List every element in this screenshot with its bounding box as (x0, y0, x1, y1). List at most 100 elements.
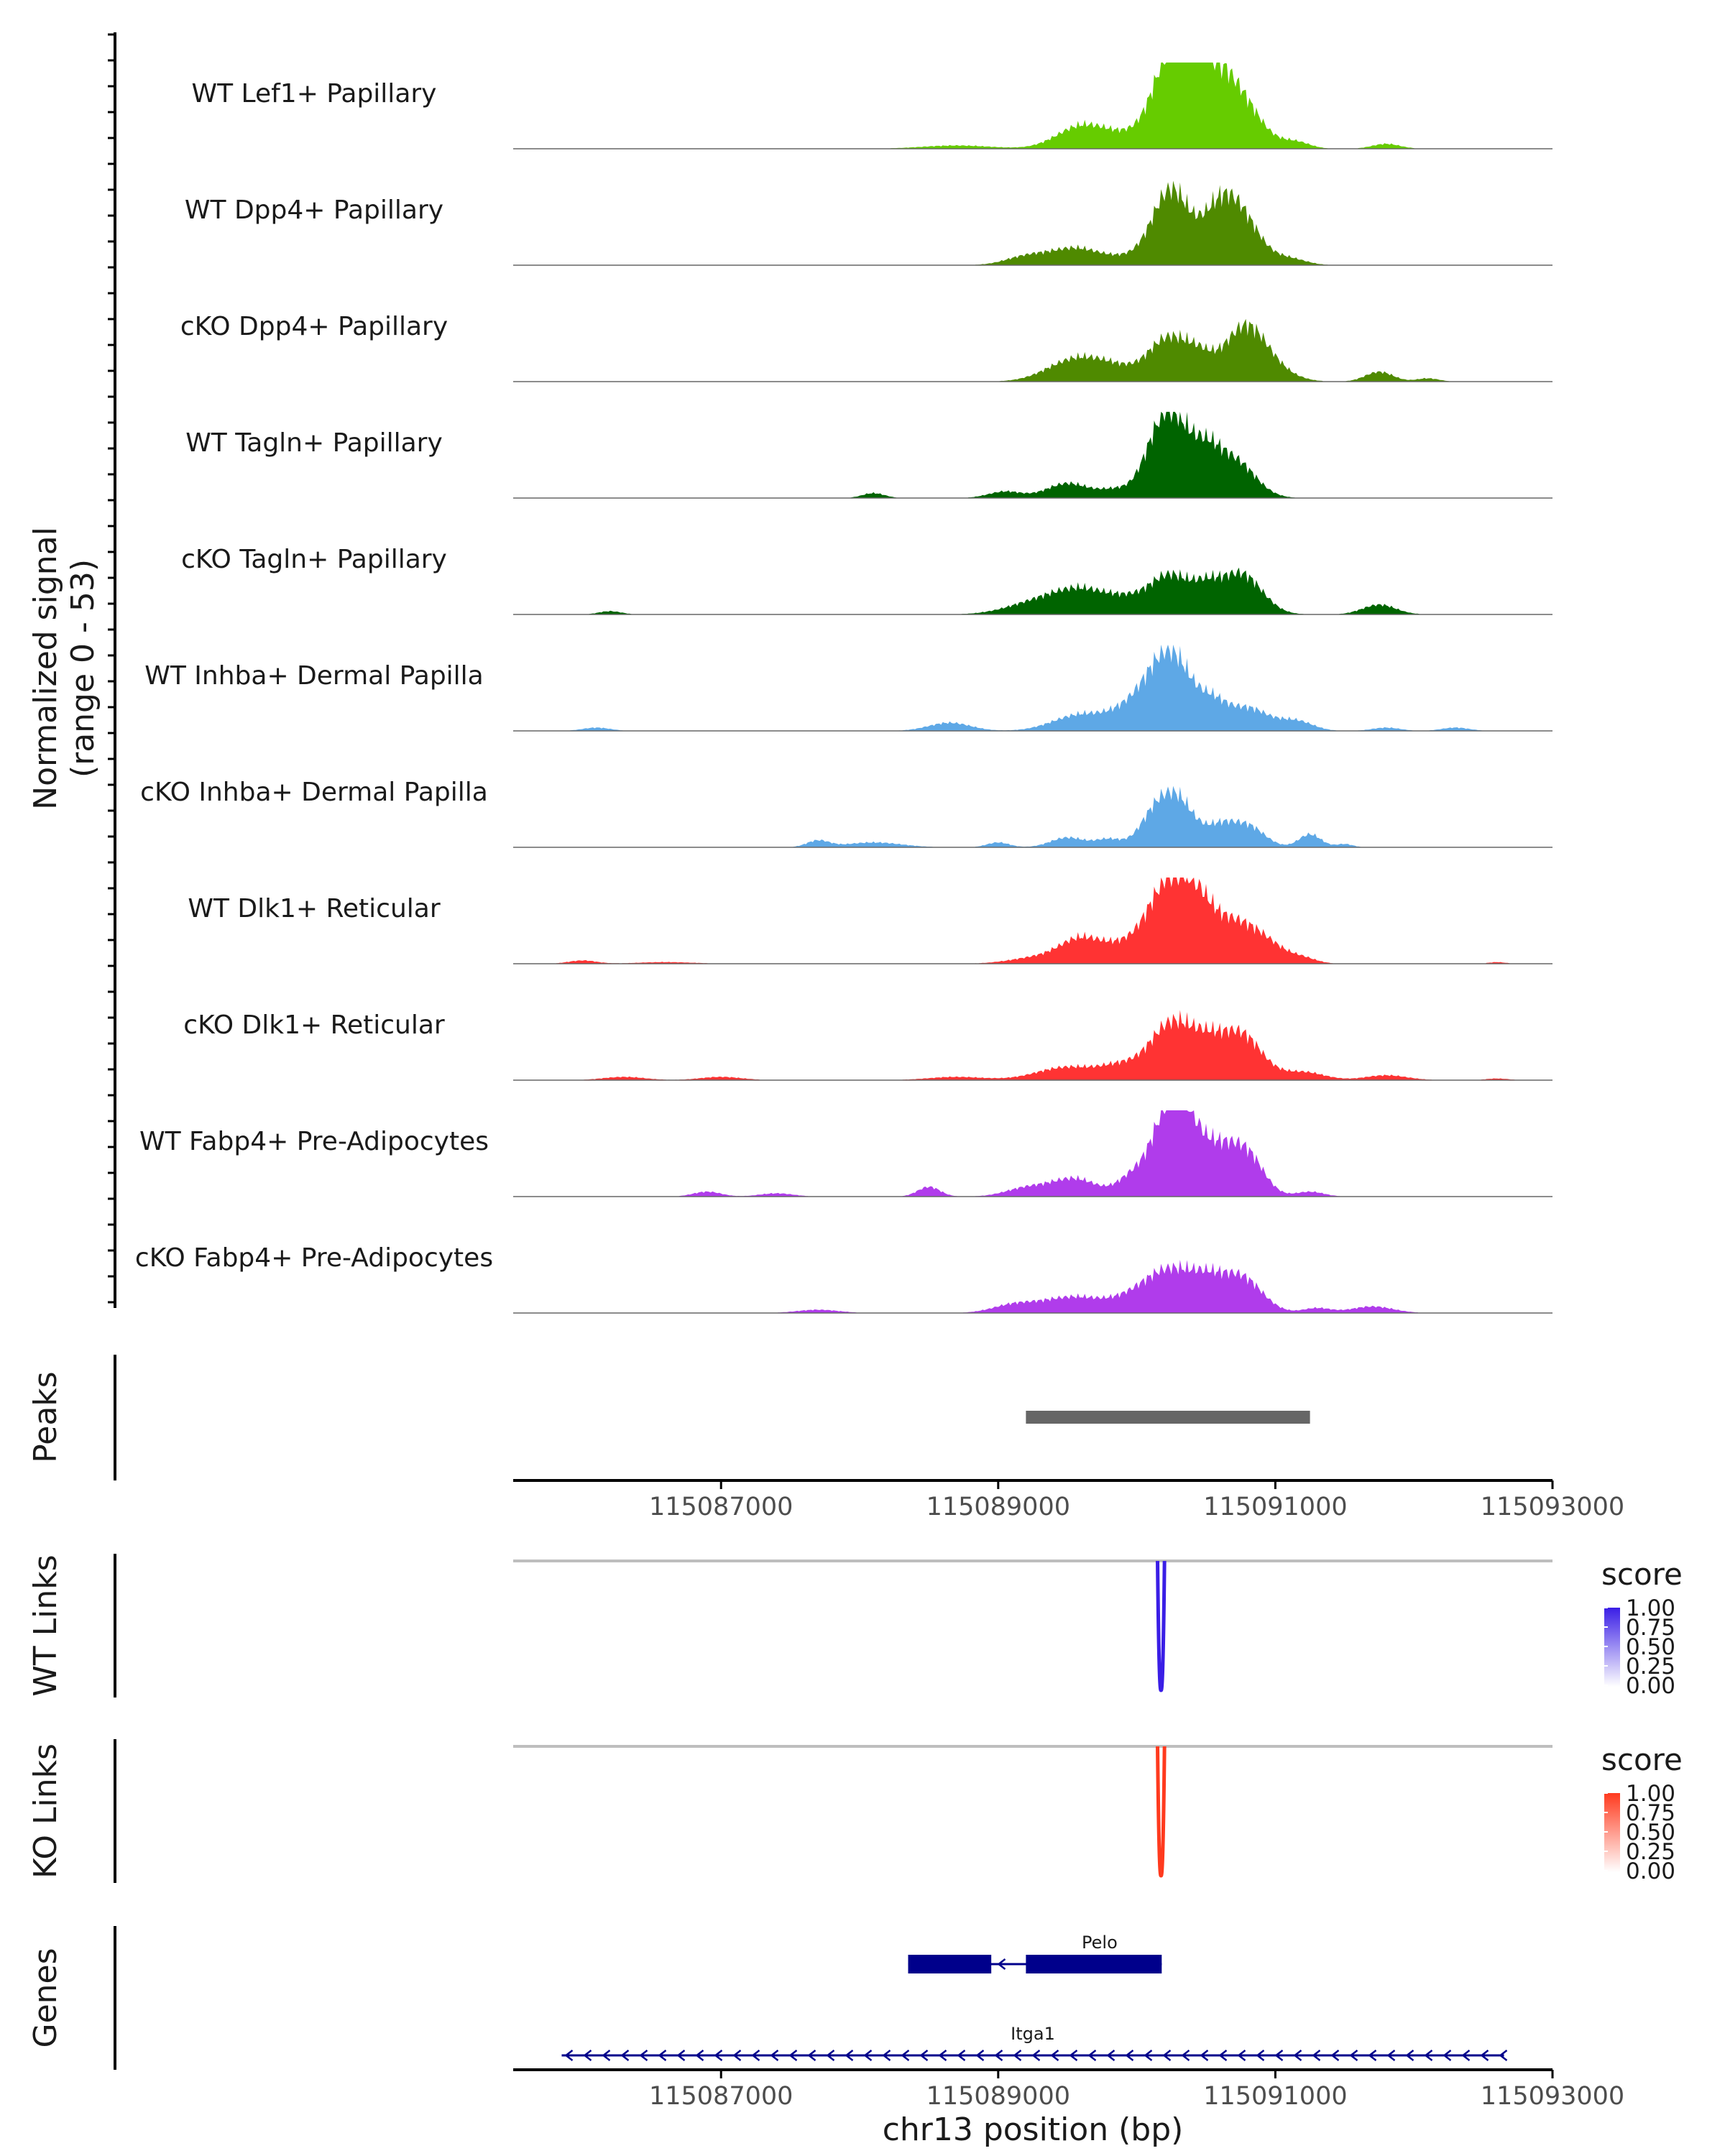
track-label: cKO Fabp4+ Pre-Adipocytes (135, 1243, 493, 1273)
track-label: cKO Inhba+ Dermal Papilla (140, 778, 488, 807)
ko-legend-ticks: 1.000.750.500.250.00 (1604, 1781, 1675, 1884)
x-tick-label: 115089000 (926, 2082, 1070, 2111)
strand-arrow (997, 1958, 1006, 1970)
strand-arrow (1050, 2050, 1059, 2061)
coverage-area (513, 1010, 1552, 1080)
strand-arrow (863, 2050, 873, 2061)
strand-arrow (1013, 2050, 1022, 2061)
strand-arrow (658, 2050, 667, 2061)
coverage-track: cKO Inhba+ Dermal Papilla (140, 778, 1552, 848)
strand-arrow (1200, 2050, 1209, 2061)
wt-links-label: WT Links (27, 1554, 64, 1696)
coverage-area (513, 180, 1552, 265)
strand-arrow (975, 2050, 985, 2061)
wt-legend-ticks: 1.000.750.500.250.00 (1604, 1595, 1675, 1699)
strand-arrow (770, 2050, 779, 2061)
strand-arrow (1424, 2050, 1433, 2061)
ko-link-arc (1156, 1746, 1167, 1878)
strand-arrow (1162, 2050, 1172, 2061)
strand-arrow (1069, 2050, 1078, 2061)
coverage-area (513, 567, 1552, 614)
coverage-tracks: WT Lef1+ Papillary WT Dpp4+ Papillary cKO … (135, 63, 1552, 1314)
peaks-section: Peaks 115087000 115089000 115091000 1150930… (27, 1355, 1624, 1521)
strand-arrow (882, 2050, 891, 2061)
strand-arrow (639, 2050, 648, 2061)
x-tick-label: 115087000 (649, 1493, 793, 1521)
legend-tick-label: 0.00 (1626, 1673, 1675, 1699)
coverage-track: WT Tagln+ Papillary (185, 412, 1552, 499)
strand-arrow (1293, 2050, 1302, 2061)
ko-links-label: KO Links (27, 1743, 64, 1879)
wt-legend-colorbar (1604, 1608, 1620, 1687)
strand-arrow (602, 2050, 611, 2061)
strand-arrow (1443, 2050, 1452, 2061)
gene-name-label: Pelo (1082, 1932, 1118, 1953)
coverage-track: WT Dlk1+ Reticular (188, 877, 1552, 964)
strand-arrow (1349, 2050, 1358, 2061)
strand-arrow (1181, 2050, 1190, 2061)
coverage-area (513, 1110, 1552, 1197)
strand-arrow (1499, 2050, 1508, 2061)
peak-region (1026, 1411, 1310, 1424)
legend-tick-label: 0.50 (1626, 1634, 1675, 1660)
ko-links-section: KO Links score 1.000.750.500.250.00 (27, 1739, 1683, 1884)
strand-arrow (1218, 2050, 1228, 2061)
coverage-area (513, 412, 1552, 498)
track-label: WT Inhba+ Dermal Papilla (144, 661, 483, 691)
strand-arrow (1106, 2050, 1116, 2061)
legend-tick-label: 0.25 (1626, 1654, 1675, 1680)
strand-arrow (1386, 2050, 1396, 2061)
wt-links-section: WT Links score 1.000.750.500.250.00 (27, 1554, 1683, 1699)
peaks-track-label: Peaks (27, 1371, 64, 1462)
coverage-area (513, 63, 1552, 149)
gene-model: Pelo (908, 1932, 1162, 1973)
strand-arrow (826, 2050, 835, 2061)
x-axis-top: 115087000 115089000 115091000 115093000 (649, 1480, 1624, 1521)
strand-arrow (714, 2050, 723, 2061)
wt-score-legend: score 1.000.750.500.250.00 (1601, 1557, 1683, 1699)
x-tick-label: 115091000 (1203, 2082, 1347, 2111)
strand-arrow (1256, 2050, 1265, 2061)
gene-name-label: Itga1 (1011, 2024, 1055, 2044)
strand-arrow (788, 2050, 798, 2061)
coverage-axis-range-label: (range 0 - 53) (65, 559, 101, 778)
coverage-area (513, 877, 1552, 964)
coverage-section: Normalized signal (range 0 - 53) WT Lef1… (27, 32, 1552, 1314)
strand-arrow (676, 2050, 686, 2061)
coverage-y-ticks (108, 33, 115, 1304)
peak-regions (1026, 1411, 1310, 1424)
coverage-track: cKO Dpp4+ Papillary (180, 312, 1552, 382)
coverage-area (513, 318, 1552, 382)
coverage-area (513, 1260, 1552, 1313)
gene-exon (908, 1955, 992, 1973)
x-axis-bottom: 115087000 115089000 115091000 115093000 (649, 2070, 1624, 2111)
strand-arrow (564, 2050, 574, 2061)
strand-arrow (1480, 2050, 1489, 2061)
gene-exon (1026, 1955, 1162, 1973)
track-label: cKO Tagln+ Papillary (181, 545, 447, 574)
wt-link-arc (1156, 1560, 1167, 1692)
legend-tick-label: 1.00 (1626, 1781, 1675, 1807)
strand-arrow (1125, 2050, 1134, 2061)
strand-arrow (1144, 2050, 1153, 2061)
strand-arrow (620, 2050, 630, 2061)
coverage-area (513, 645, 1552, 731)
strand-arrow (1312, 2050, 1321, 2061)
strand-arrow (583, 2050, 592, 2061)
x-axis-title: chr13 position (bp) (883, 2111, 1184, 2148)
legend-tick-label: 0.75 (1626, 1615, 1675, 1641)
track-label: WT Lef1+ Papillary (192, 79, 437, 109)
strand-arrow (732, 2050, 742, 2061)
track-label: cKO Dpp4+ Papillary (180, 312, 448, 341)
x-tick-label: 115089000 (926, 1493, 1070, 1521)
track-label: WT Dpp4+ Papillary (185, 195, 443, 225)
strand-arrow (919, 2050, 929, 2061)
legend-tick-label: 1.00 (1626, 1595, 1675, 1621)
strand-arrow (845, 2050, 854, 2061)
strand-arrow (1461, 2050, 1471, 2061)
legend-tick-label: 0.75 (1626, 1800, 1675, 1826)
legend-tick-label: 0.50 (1626, 1820, 1675, 1846)
strand-arrow (957, 2050, 966, 2061)
strand-arrow (1031, 2050, 1041, 2061)
strand-arrow (1405, 2050, 1414, 2061)
